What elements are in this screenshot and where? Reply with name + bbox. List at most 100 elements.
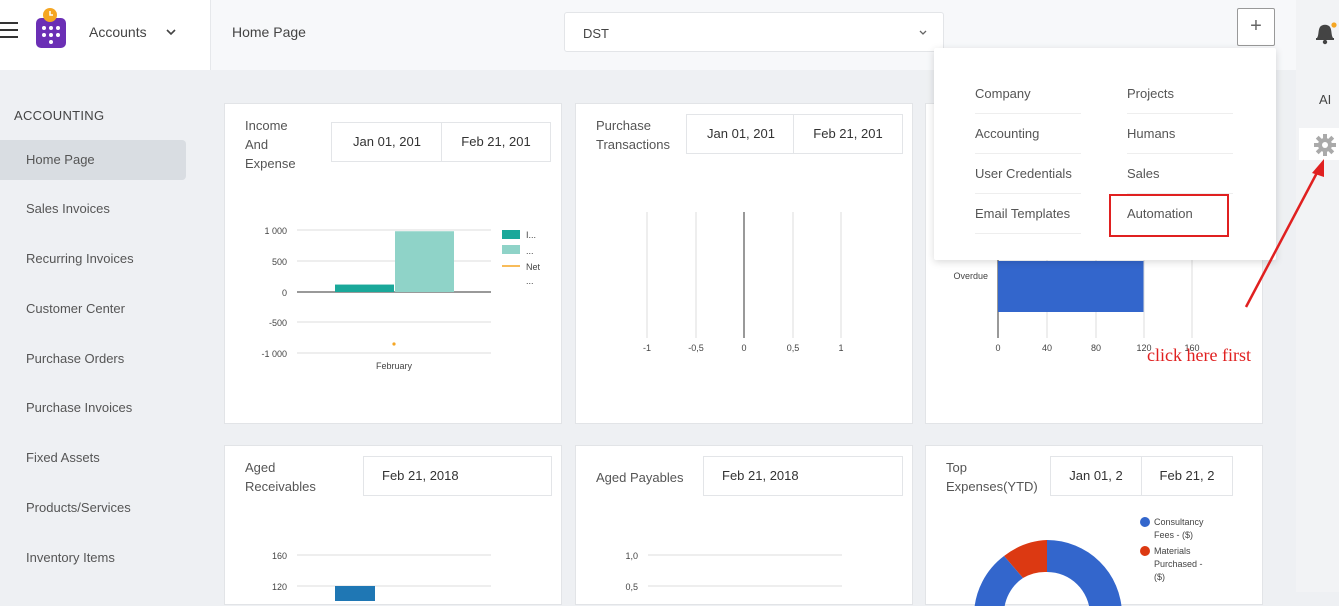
from-date-input[interactable]: Jan 01, 201 [331,122,443,162]
card-title-line: Aged [245,460,276,475]
sidebar-item-home-page[interactable]: Home Page [0,140,186,180]
add-button[interactable]: + [1237,8,1275,46]
sidebar-item-fixed-assets[interactable]: Fixed Assets [26,450,100,465]
sidebar-item-recurring-invoices[interactable]: Recurring Invoices [26,251,134,266]
bell-icon[interactable] [1313,20,1337,46]
card-title: Aged Payables [596,470,684,485]
hamburger-menu-icon[interactable] [0,22,18,40]
company-select[interactable]: DST [564,12,944,52]
gear-icon[interactable] [1314,134,1336,156]
legend-label: I... [526,230,536,240]
menu-item-company[interactable]: Company [975,74,1081,114]
legend-label: ($) [1154,572,1165,582]
net-point [392,342,396,346]
legend-label: Materials [1154,546,1191,556]
menu-item-projects[interactable]: Projects [1127,74,1233,114]
right-panel [1296,0,1339,592]
menu-item-automation[interactable]: Automation [1127,206,1193,221]
date-input[interactable]: Feb 21, 2018 [703,456,903,496]
y-tick-label: 1,0 [625,551,638,561]
income-expense-card: Income And Expense Jan 01, 201 Feb 21, 2… [224,103,562,424]
card-title-line: Income [245,118,288,133]
x-tick-label: February [376,361,413,371]
page-title: Home Page [232,24,306,40]
purchase-transactions-chart: -1 -0,5 0 0,5 1 [643,212,844,353]
menu-item-accounting[interactable]: Accounting [975,114,1081,154]
ai-label[interactable]: AI [1319,92,1332,107]
sidebar-item-purchase-invoices[interactable]: Purchase Invoices [26,400,133,415]
menu-item-humans[interactable]: Humans [1127,114,1233,154]
y-tick-label: 500 [272,257,287,267]
app-switcher[interactable]: Accounts [89,24,147,40]
card-title: Income And Expense [245,116,296,173]
bar-receivable [335,586,375,601]
legend-swatch [1140,546,1150,556]
x-tick-label: 120 [1136,343,1151,353]
card-title-line: Receivables [245,479,316,494]
sidebar-item-products-services[interactable]: Products/Services [26,500,131,515]
from-date-input[interactable]: Jan 01, 2 [1050,456,1142,496]
menu-item-sales[interactable]: Sales [1127,154,1233,194]
bar-expense [395,231,454,292]
aged-receivables-chart: 160 120 [272,551,491,601]
bar-overdue [998,261,1144,312]
top-expenses-chart: Consultancy Fees - ($) Materials Purchas… [974,517,1204,606]
legend-label: Purchased - [1154,559,1203,569]
income-expense-chart: 1 000 500 0 -500 -1 000 February I... ..… [261,226,541,371]
y-tick-label: -1 000 [261,349,287,359]
x-tick-label: 0 [741,343,746,353]
menu-item-user-credentials[interactable]: User Credentials [975,154,1081,194]
y-tick-label: Overdue [953,271,988,281]
card-title-line: Transactions [596,137,670,152]
legend-label: Consultancy [1154,517,1204,527]
x-tick-label: 160 [1184,343,1199,353]
y-tick-label: 1 000 [264,226,287,236]
card-title: Aged Receivables [245,458,316,496]
legend-label: ... [526,246,534,256]
company-select-value: DST [583,26,609,41]
highlight-box [1109,194,1229,237]
legend-label: Net [526,262,541,272]
to-date-input[interactable]: Feb 21, 201 [793,114,903,154]
card-title: Purchase Transactions [596,116,670,154]
add-menu-dropdown: Company Projects Accounting Humans User … [934,48,1276,260]
sidebar: ACCOUNTING Home Page Sales Invoices Recu… [0,70,211,592]
app-header: Accounts [0,0,211,70]
app-logo-icon [36,8,66,48]
legend-label: ... [526,276,534,286]
top-expenses-card: Top Expenses(YTD) Jan 01, 2 Feb 21, 2 Co… [925,445,1263,606]
overdue-chart: Overdue 0 40 80 120 160 [953,254,1200,353]
card-title: Top Expenses(YTD) [946,458,1038,496]
aged-payables-chart: 1,0 0,5 [625,551,842,592]
to-date-input[interactable]: Feb 21, 201 [441,122,551,162]
date-input[interactable]: Feb 21, 2018 [363,456,552,496]
y-tick-label: 160 [272,551,287,561]
x-tick-label: 80 [1091,343,1101,353]
to-date-input[interactable]: Feb 21, 2 [1141,456,1233,496]
card-title-line: Top [946,460,967,475]
legend-swatch [502,230,520,239]
aged-receivables-card: Aged Receivables Feb 21, 2018 160 120 [224,445,562,605]
legend-label: Fees - ($) [1154,530,1193,540]
pie-slice-materials [1004,540,1047,578]
chevron-down-icon[interactable] [166,28,176,36]
sidebar-item-sales-invoices[interactable]: Sales Invoices [26,201,110,216]
card-title-line: And [245,137,269,152]
bar-income [335,284,394,292]
y-tick-label: 0,5 [625,582,638,592]
sidebar-item-customer-center[interactable]: Customer Center [26,301,125,316]
x-tick-label: 0 [995,343,1000,353]
legend-swatch [1140,517,1150,527]
x-tick-label: -1 [643,343,651,353]
sidebar-item-inventory-items[interactable]: Inventory Items [26,550,115,565]
sidebar-item-purchase-orders[interactable]: Purchase Orders [26,351,125,366]
from-date-input[interactable]: Jan 01, 201 [686,114,796,154]
aged-payables-card: Aged Payables Feb 21, 2018 1,0 0,5 [575,445,913,605]
x-tick-label: 40 [1042,343,1052,353]
y-tick-label: 120 [272,582,287,592]
card-title-line: Expense [245,156,296,171]
menu-item-email-templates[interactable]: Email Templates [975,194,1081,234]
x-tick-label: 1 [838,343,843,353]
x-tick-label: 0,5 [787,343,800,353]
sidebar-section-title: ACCOUNTING [14,108,105,123]
